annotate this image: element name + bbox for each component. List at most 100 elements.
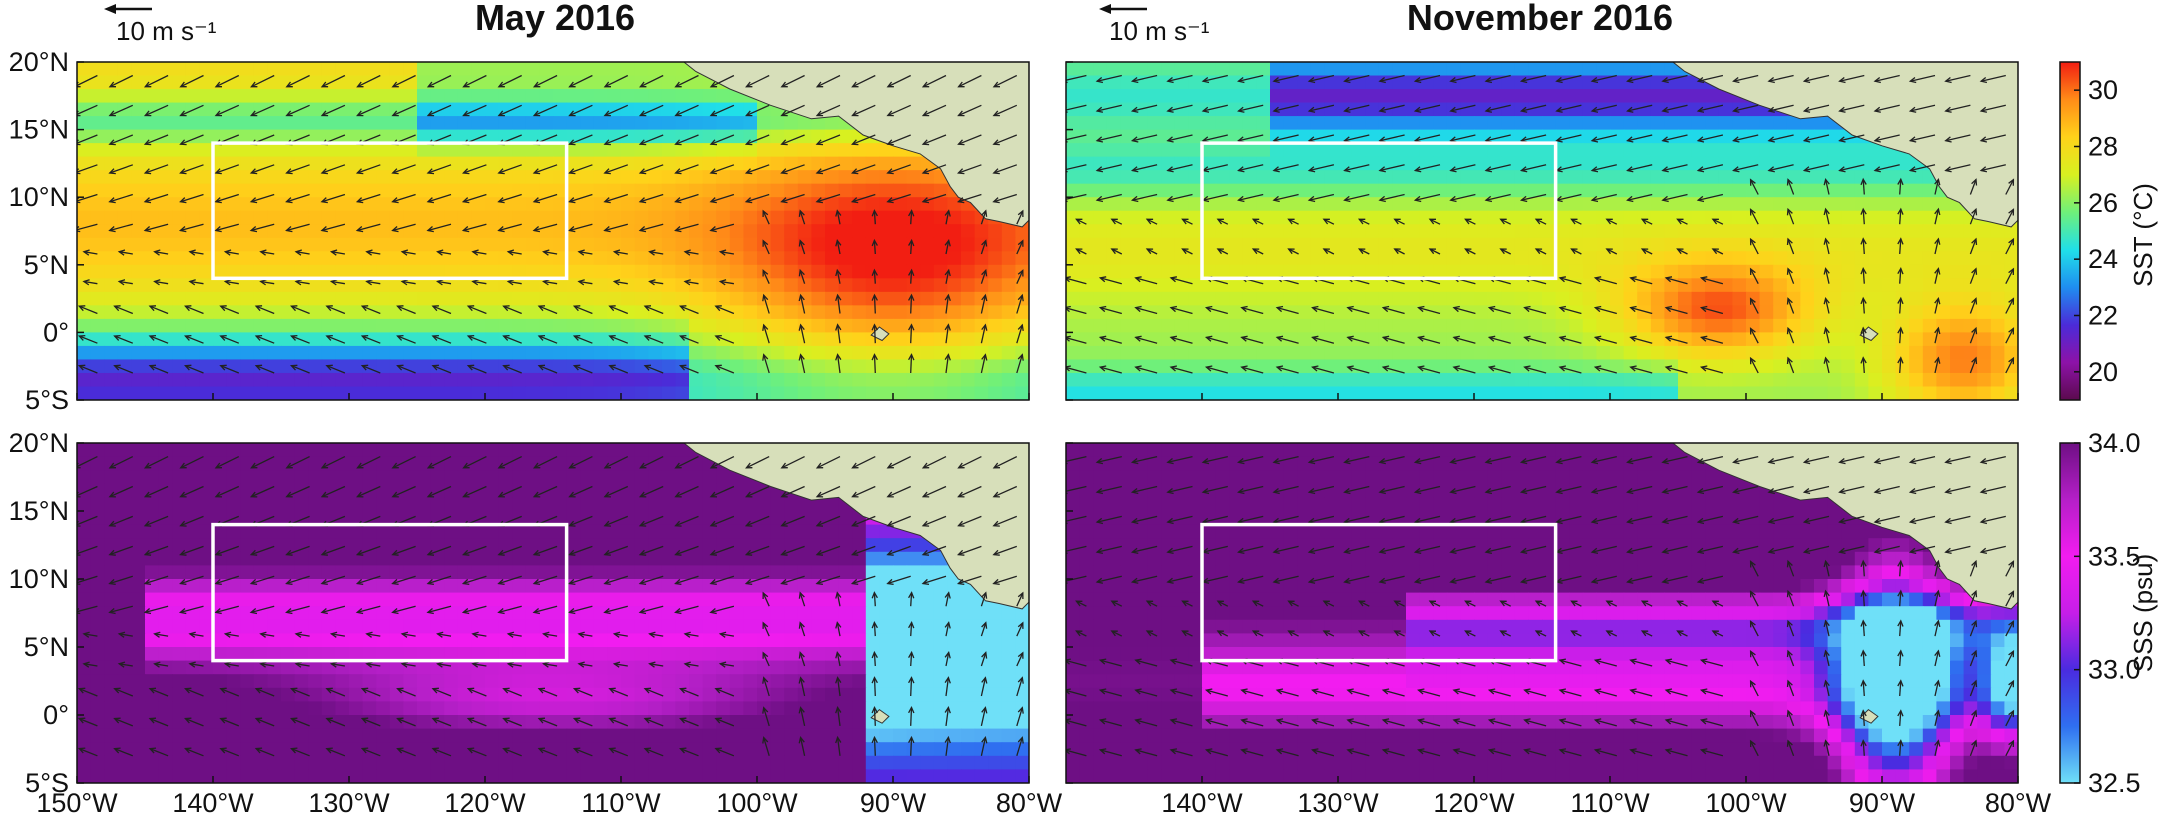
- heatmap-cell: [1242, 251, 1257, 266]
- wind-vector-head: [1343, 195, 1351, 203]
- wind-vector: [1969, 357, 1977, 374]
- heatmap-cell: [933, 183, 948, 198]
- wind-vector-head: [1272, 166, 1280, 173]
- heatmap-cell: [308, 291, 323, 306]
- heatmap-cell: [838, 197, 853, 212]
- heatmap-cell: [362, 345, 377, 361]
- wind-vector: [922, 193, 947, 203]
- heatmap-cell: [1215, 318, 1230, 333]
- wind-vector: [1100, 336, 1122, 344]
- heatmap-cell: [539, 143, 554, 158]
- heatmap-cell: [852, 237, 867, 252]
- heatmap-cell: [172, 359, 187, 374]
- heatmap-cell: [1134, 251, 1149, 266]
- heatmap-cell: [593, 210, 608, 225]
- heatmap-cell: [362, 237, 377, 252]
- heatmap-cell: [757, 224, 772, 239]
- heatmap-cell: [1378, 62, 1393, 77]
- wind-vector: [392, 164, 416, 174]
- heatmap-cell: [784, 197, 799, 212]
- heatmap-cell: [1936, 210, 1951, 225]
- heatmap-cell: [199, 386, 214, 400]
- wind-vector: [1524, 366, 1547, 374]
- heatmap-cell: [797, 332, 812, 347]
- heatmap-cell: [1229, 210, 1244, 225]
- heatmap-cell: [1610, 332, 1625, 347]
- heatmap-cell: [1582, 116, 1597, 131]
- heatmap-cell: [1555, 318, 1570, 333]
- wind-vector-head: [1838, 106, 1846, 113]
- heatmap-cell: [689, 264, 704, 279]
- heatmap-cell: [648, 183, 663, 198]
- heatmap-cell: [1446, 170, 1461, 185]
- heatmap-cell: [702, 291, 717, 306]
- wind-vector-head: [1629, 276, 1637, 283]
- heatmap-cell: [770, 129, 785, 144]
- heatmap-cell: [1093, 89, 1108, 104]
- heatmap-cell: [1324, 116, 1339, 131]
- heatmap-cell: [947, 237, 962, 252]
- heatmap-cell: [634, 443, 649, 458]
- wind-vector-head: [1484, 195, 1493, 203]
- wind-vector-head: [944, 323, 951, 331]
- heatmap-cell: [199, 483, 214, 498]
- heatmap-cell: [1501, 197, 1516, 212]
- heatmap-cell: [1650, 143, 1665, 158]
- heatmap-cell: [1297, 291, 1312, 306]
- heatmap-cell: [1705, 305, 1720, 320]
- heatmap-cell: [675, 143, 690, 158]
- heatmap-cell: [1283, 197, 1298, 212]
- heatmap-cell: [865, 170, 880, 185]
- heatmap-cell: [131, 102, 146, 117]
- wind-vector-head: [1676, 218, 1684, 225]
- heatmap-cell: [838, 143, 853, 158]
- heatmap-cell: [1582, 237, 1597, 252]
- heatmap-cell: [1188, 386, 1203, 400]
- heatmap-cell: [1310, 264, 1325, 279]
- wind-vector-head: [184, 305, 192, 312]
- heatmap-cell: [1596, 386, 1611, 400]
- heatmap-cell: [213, 372, 228, 388]
- wind-vector-head: [921, 139, 930, 146]
- wind-vector-head: [214, 110, 223, 117]
- heatmap-cell: [770, 224, 785, 239]
- heatmap-cell: [852, 372, 867, 388]
- heatmap-cell: [131, 345, 146, 361]
- wind-vector: [1252, 218, 1264, 225]
- heatmap-cell: [1854, 197, 1869, 212]
- wind-vector: [1701, 306, 1724, 315]
- heatmap-cell: [1310, 129, 1325, 144]
- wind-vector: [1100, 306, 1122, 315]
- heatmap-cell: [1297, 102, 1312, 117]
- wind-vector-head: [835, 353, 842, 361]
- heatmap-cell: [1174, 129, 1189, 144]
- heatmap-cell: [267, 224, 282, 239]
- heatmap-cell: [1419, 183, 1434, 198]
- heatmap-cell: [1433, 291, 1448, 306]
- heatmap-cell: [1868, 359, 1883, 374]
- heatmap-cell: [675, 183, 690, 198]
- wind-vector: [639, 223, 664, 232]
- wind-vector-head: [1519, 195, 1528, 203]
- heatmap-cell: [1202, 278, 1217, 293]
- wind-vector: [852, 134, 876, 145]
- heatmap-cell: [1814, 278, 1829, 293]
- wind-vector: [1768, 164, 1794, 172]
- heatmap-cell: [1406, 386, 1421, 400]
- wind-vector: [993, 134, 1018, 145]
- heatmap-cell: [1270, 278, 1285, 293]
- wind-vector: [533, 104, 558, 117]
- wind-vector-head: [1696, 106, 1705, 113]
- heatmap-cell: [349, 89, 364, 104]
- heatmap-cell: [131, 251, 146, 266]
- heatmap-cell: [294, 264, 309, 279]
- heatmap-cell: [580, 89, 595, 104]
- heatmap-cell: [1868, 224, 1883, 239]
- heatmap-cell: [1079, 237, 1094, 252]
- wind-vector-head: [603, 110, 611, 117]
- heatmap-cell: [1882, 359, 1897, 374]
- heatmap-cell: [1324, 143, 1339, 158]
- heatmap-cell: [1147, 359, 1162, 374]
- wind-vector: [887, 104, 911, 117]
- wind-vector: [1415, 74, 1441, 82]
